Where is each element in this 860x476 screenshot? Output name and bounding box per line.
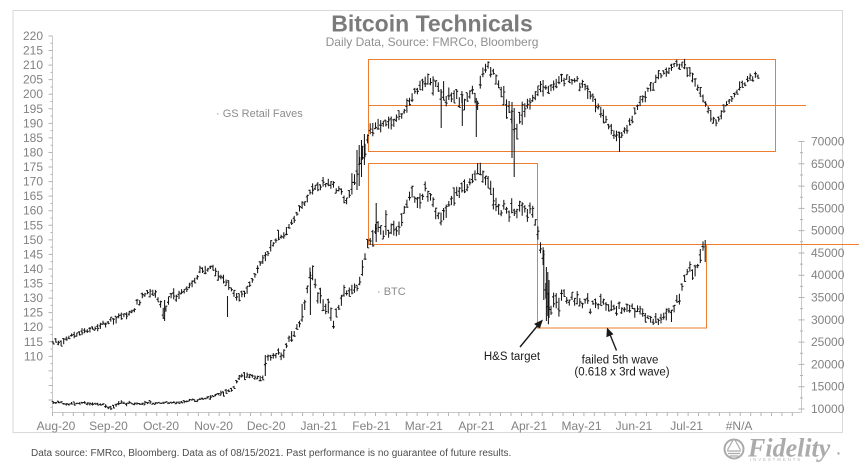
svg-text:Dec-20: Dec-20 bbox=[247, 419, 286, 433]
svg-text:Bitcoin Technicals: Bitcoin Technicals bbox=[331, 11, 533, 37]
svg-text:55000: 55000 bbox=[811, 201, 845, 215]
svg-text:Data source: FMRco, Bloomberg.: Data source: FMRco, Bloomberg. Data as o… bbox=[31, 448, 511, 459]
svg-text:· BTC: · BTC bbox=[377, 286, 406, 298]
svg-text:10000: 10000 bbox=[811, 402, 845, 416]
svg-text:20000: 20000 bbox=[811, 357, 845, 371]
svg-text:155: 155 bbox=[23, 218, 43, 232]
svg-text:May-21: May-21 bbox=[561, 419, 601, 433]
svg-text:200: 200 bbox=[23, 87, 43, 101]
svg-text:135: 135 bbox=[23, 277, 43, 291]
svg-text:145: 145 bbox=[23, 247, 43, 261]
svg-text:Nov-20: Nov-20 bbox=[194, 419, 233, 433]
svg-text:30000: 30000 bbox=[811, 313, 845, 327]
svg-text:25000: 25000 bbox=[811, 335, 845, 349]
svg-text:170: 170 bbox=[23, 175, 43, 189]
svg-text:120: 120 bbox=[23, 320, 43, 334]
svg-text:35000: 35000 bbox=[811, 291, 845, 305]
svg-text:15000: 15000 bbox=[811, 380, 845, 394]
svg-text:#N/A: #N/A bbox=[726, 419, 753, 433]
svg-text:70000: 70000 bbox=[811, 135, 845, 149]
svg-text:60000: 60000 bbox=[811, 179, 845, 193]
svg-text:Apr-21: Apr-21 bbox=[511, 419, 547, 433]
svg-text:210: 210 bbox=[23, 58, 43, 72]
svg-text:195: 195 bbox=[23, 102, 43, 116]
svg-text:205: 205 bbox=[23, 73, 43, 87]
svg-text:(0.618 x 3rd wave): (0.618 x 3rd wave) bbox=[574, 367, 669, 379]
svg-text:150: 150 bbox=[23, 233, 43, 247]
svg-text:Jul-21: Jul-21 bbox=[670, 419, 703, 433]
svg-text:50000: 50000 bbox=[811, 224, 845, 238]
svg-text:190: 190 bbox=[23, 116, 43, 130]
svg-text:Jan-21: Jan-21 bbox=[300, 419, 337, 433]
svg-text:215: 215 bbox=[23, 44, 43, 58]
svg-text:Daily Data, Source: FMRCo, Blo: Daily Data, Source: FMRCo, Bloomberg bbox=[326, 35, 539, 49]
svg-text:Aug-20: Aug-20 bbox=[37, 419, 76, 433]
svg-text:220: 220 bbox=[23, 29, 43, 43]
svg-text:180: 180 bbox=[23, 146, 43, 160]
svg-text:Apr-21: Apr-21 bbox=[458, 419, 494, 433]
svg-text:· GS Retail Faves: · GS Retail Faves bbox=[216, 108, 303, 120]
svg-text:65000: 65000 bbox=[811, 157, 845, 171]
svg-text:110: 110 bbox=[24, 349, 43, 363]
svg-text:Jun-21: Jun-21 bbox=[616, 419, 653, 433]
svg-text:175: 175 bbox=[23, 160, 43, 174]
svg-text:Oct-20: Oct-20 bbox=[143, 419, 179, 433]
svg-text:160: 160 bbox=[23, 204, 43, 218]
svg-text:115: 115 bbox=[24, 335, 43, 349]
svg-text:140: 140 bbox=[23, 262, 43, 276]
svg-text:130: 130 bbox=[23, 291, 43, 305]
svg-text:Sep-20: Sep-20 bbox=[89, 419, 128, 433]
svg-text:125: 125 bbox=[23, 306, 43, 320]
svg-text:185: 185 bbox=[23, 131, 43, 145]
svg-text:Fidelity: Fidelity bbox=[747, 434, 831, 463]
svg-text:failed 5th wave: failed 5th wave bbox=[582, 355, 659, 367]
svg-text:40000: 40000 bbox=[811, 268, 845, 282]
svg-text:Mar-21: Mar-21 bbox=[405, 419, 443, 433]
svg-text:45000: 45000 bbox=[811, 246, 845, 260]
svg-text:Feb-21: Feb-21 bbox=[352, 419, 390, 433]
svg-text:165: 165 bbox=[23, 189, 43, 203]
svg-text:INVESTMENTS: INVESTMENTS bbox=[750, 457, 802, 462]
svg-text:H&S target: H&S target bbox=[484, 351, 541, 363]
